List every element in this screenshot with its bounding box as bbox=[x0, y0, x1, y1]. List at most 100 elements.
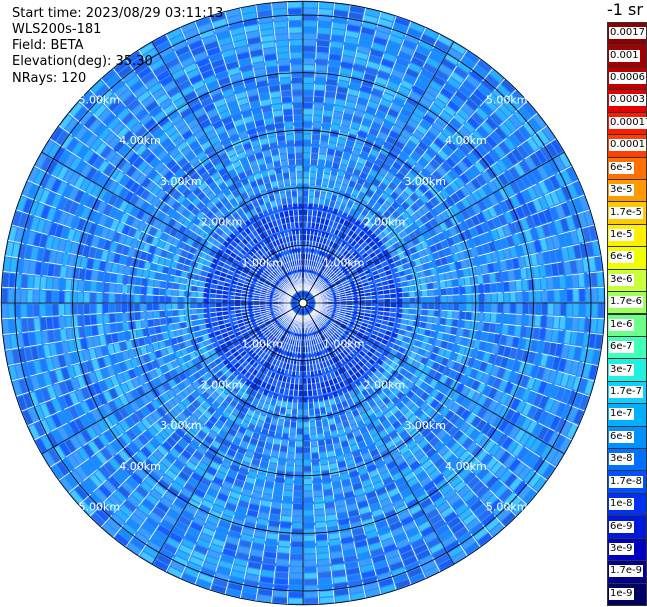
range-gate-bin bbox=[416, 102, 429, 113]
range-gate-bin bbox=[426, 253, 434, 262]
range-gate-bin bbox=[337, 272, 343, 277]
range-gate-bin bbox=[165, 303, 172, 311]
range-gate-bin bbox=[444, 271, 451, 280]
range-gate-bin bbox=[389, 262, 396, 269]
range-gate-bin bbox=[547, 315, 554, 328]
range-gate-bin bbox=[409, 297, 415, 303]
range-gate-bin bbox=[184, 303, 190, 310]
range-gate-bin bbox=[432, 251, 440, 260]
range-gate-bin bbox=[485, 117, 498, 130]
range-gate-bin bbox=[565, 274, 572, 288]
range-gate-bin bbox=[322, 205, 329, 212]
range-gate-bin bbox=[342, 250, 349, 257]
range-gate-bin bbox=[291, 548, 303, 554]
range-gate-bin bbox=[478, 303, 485, 312]
range-gate-bin bbox=[390, 303, 397, 308]
range-gate-bin bbox=[396, 287, 402, 293]
range-gate-bin bbox=[325, 260, 330, 266]
range-gate-bin bbox=[441, 127, 453, 139]
range-gate-bin bbox=[493, 203, 503, 215]
range-gate-bin bbox=[491, 292, 497, 303]
range-gate-bin bbox=[303, 485, 313, 491]
range-gate-bin bbox=[346, 94, 357, 103]
range-gate-bin bbox=[460, 303, 466, 311]
range-gate-bin bbox=[355, 103, 366, 112]
range-gate-bin bbox=[417, 249, 425, 258]
range-gate-bin bbox=[522, 279, 528, 291]
range-gate-bin bbox=[303, 46, 316, 52]
range-gate-bin bbox=[353, 243, 360, 250]
range-gate-bin bbox=[298, 390, 303, 397]
range-gate-bin bbox=[439, 110, 452, 122]
range-gate-bin bbox=[303, 146, 311, 153]
range-gate-bin bbox=[416, 303, 422, 309]
range-gate-bin bbox=[425, 200, 434, 210]
range-gate-bin bbox=[418, 270, 425, 278]
range-gate-bin bbox=[363, 244, 371, 252]
range-gate-bin bbox=[559, 275, 566, 289]
range-gate-bin bbox=[446, 287, 453, 295]
range-gate-bin bbox=[34, 318, 41, 332]
range-gate-bin bbox=[390, 28, 405, 39]
range-gate-bin bbox=[454, 90, 468, 102]
range-gate-bin bbox=[359, 124, 370, 133]
range-gate-bin bbox=[332, 111, 343, 119]
range-gate-bin bbox=[431, 75, 446, 86]
range-gate-bin bbox=[447, 100, 460, 112]
range-gate-bin bbox=[284, 484, 294, 491]
range-gate-bin bbox=[526, 171, 537, 185]
range-gate-bin bbox=[303, 27, 316, 33]
range-gate-bin bbox=[392, 22, 408, 33]
range-gate-bin bbox=[331, 22, 346, 30]
range-gate-bin bbox=[283, 497, 293, 503]
range-gate-bin bbox=[560, 303, 566, 316]
range-gate-bin bbox=[508, 133, 521, 147]
range-gate-bin bbox=[332, 289, 338, 294]
range-gate-bin bbox=[307, 295, 312, 300]
range-gate-bin bbox=[303, 291, 305, 297]
range-gate-bin bbox=[579, 303, 585, 317]
range-gate-bin bbox=[310, 147, 319, 153]
range-gate-bin bbox=[84, 281, 91, 292]
range-gate-bin bbox=[330, 124, 340, 131]
range-gate-bin bbox=[352, 272, 358, 278]
range-gate-bin bbox=[324, 232, 330, 239]
range-gate-bin bbox=[172, 283, 179, 290]
range-gate-bin bbox=[407, 279, 414, 286]
range-gate-bin bbox=[65, 304, 71, 316]
range-gate-bin bbox=[303, 422, 310, 428]
range-gate-bin bbox=[330, 35, 344, 42]
range-gate-bin bbox=[330, 284, 336, 289]
range-gate-bin bbox=[361, 233, 369, 241]
range-gate-bin bbox=[77, 304, 84, 315]
range-gate-bin bbox=[328, 53, 341, 61]
range-gate-bin bbox=[467, 238, 476, 248]
range-gate-bin bbox=[310, 222, 316, 229]
range-gate-bin bbox=[473, 88, 487, 102]
range-gate-bin bbox=[341, 278, 347, 283]
range-gate-bin bbox=[334, 236, 340, 243]
range-gate-bin bbox=[408, 182, 418, 192]
range-gate-bin bbox=[370, 266, 377, 272]
range-gate-bin bbox=[405, 197, 414, 206]
range-gate-bin bbox=[424, 221, 433, 230]
range-gate-bin bbox=[461, 156, 473, 168]
range-gate-bin bbox=[326, 261, 332, 268]
range-gate-bin bbox=[478, 312, 484, 321]
range-gate-bin bbox=[357, 192, 365, 200]
range-gate-bin bbox=[322, 283, 328, 289]
range-gate-bin bbox=[540, 238, 548, 251]
range-gate-bin bbox=[398, 270, 405, 277]
range-gate-bin bbox=[296, 428, 303, 434]
range-gate-bin bbox=[304, 560, 317, 566]
range-gate-bin bbox=[310, 274, 314, 280]
range-gate-bin bbox=[396, 307, 403, 313]
range-gate-bin bbox=[321, 251, 326, 257]
range-gate-bin bbox=[333, 251, 339, 258]
range-gate-bin bbox=[521, 141, 534, 155]
range-gate-bin bbox=[433, 137, 445, 148]
range-gate-bin bbox=[313, 96, 324, 103]
range-gate-bin bbox=[434, 295, 441, 303]
range-gate-bin bbox=[475, 107, 488, 120]
range-gate-bin bbox=[460, 294, 466, 303]
